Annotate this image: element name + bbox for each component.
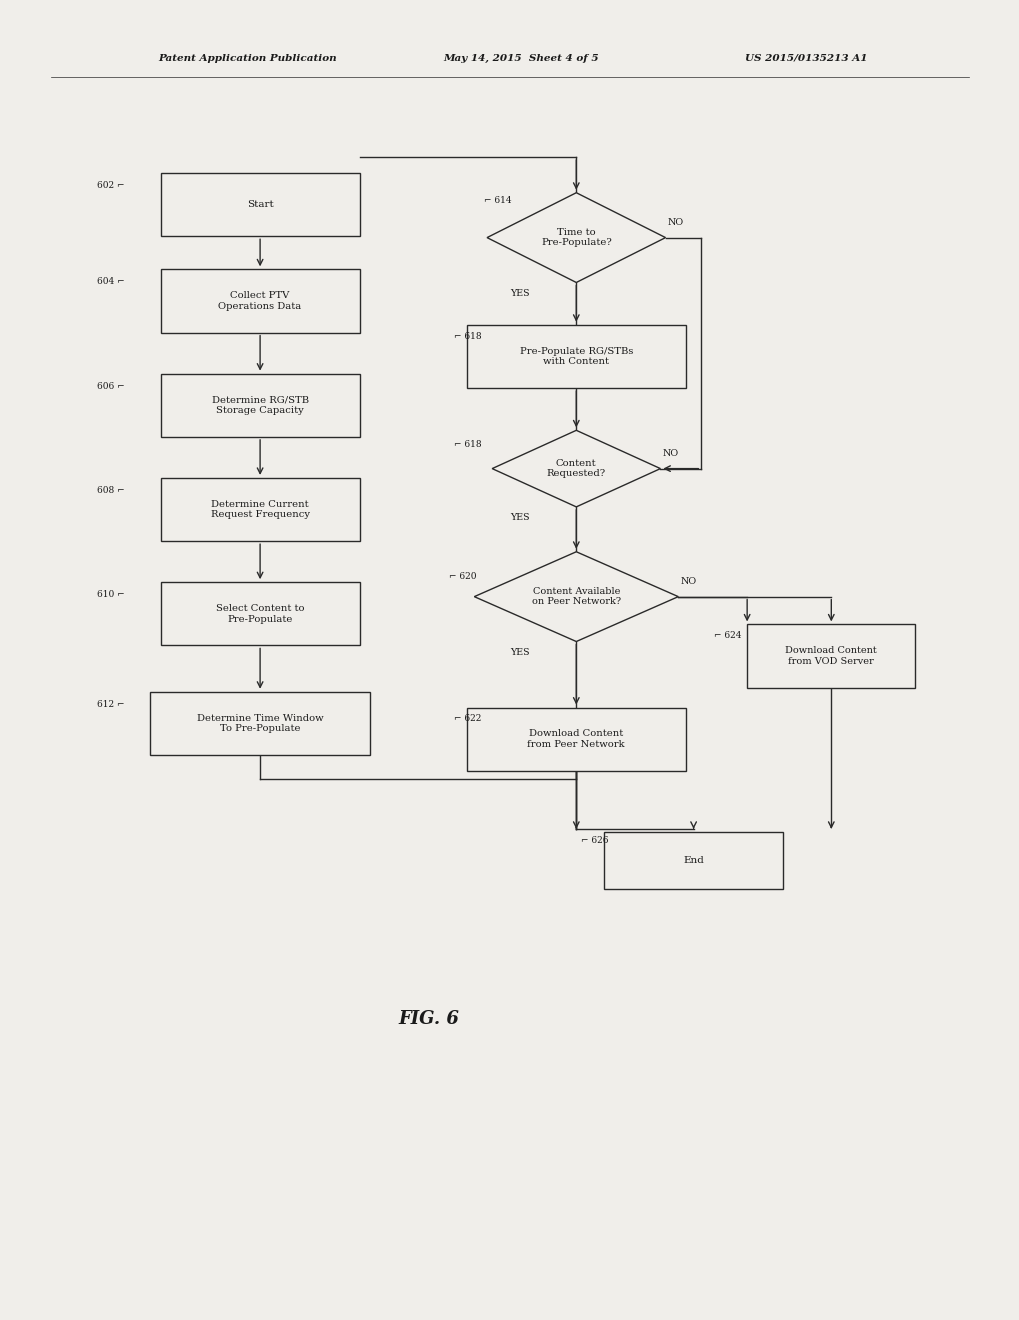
FancyBboxPatch shape — [467, 325, 686, 388]
Text: US 2015/0135213 A1: US 2015/0135213 A1 — [744, 54, 866, 63]
FancyBboxPatch shape — [161, 582, 360, 645]
Text: 606 ⌐: 606 ⌐ — [97, 381, 124, 391]
Text: ⌐ 626: ⌐ 626 — [581, 836, 608, 845]
Text: ⌐ 624: ⌐ 624 — [713, 631, 741, 640]
Text: Download Content
from VOD Server: Download Content from VOD Server — [785, 647, 876, 665]
Polygon shape — [486, 193, 664, 282]
Text: ⌐ 614: ⌐ 614 — [484, 195, 512, 205]
Text: YES: YES — [510, 289, 530, 298]
Text: ⌐ 622: ⌐ 622 — [453, 714, 481, 723]
Text: Determine Current
Request Frequency: Determine Current Request Frequency — [210, 500, 310, 519]
Polygon shape — [491, 430, 660, 507]
FancyBboxPatch shape — [161, 478, 360, 541]
Text: Determine RG/STB
Storage Capacity: Determine RG/STB Storage Capacity — [211, 396, 309, 414]
FancyBboxPatch shape — [161, 269, 360, 333]
FancyBboxPatch shape — [603, 833, 783, 890]
Text: ⌐ 618: ⌐ 618 — [453, 440, 481, 449]
Text: NO: NO — [667, 218, 683, 227]
Text: End: End — [683, 857, 703, 865]
FancyBboxPatch shape — [161, 173, 360, 236]
Text: YES: YES — [510, 648, 530, 657]
FancyBboxPatch shape — [161, 374, 360, 437]
Text: 610 ⌐: 610 ⌐ — [97, 590, 124, 599]
Text: Collect PTV
Operations Data: Collect PTV Operations Data — [218, 292, 302, 310]
Text: 612 ⌐: 612 ⌐ — [97, 700, 124, 709]
FancyBboxPatch shape — [746, 624, 915, 688]
Text: Content Available
on Peer Network?: Content Available on Peer Network? — [531, 587, 621, 606]
Text: Patent Application Publication: Patent Application Publication — [158, 54, 336, 63]
Text: YES: YES — [510, 513, 530, 523]
Text: Time to
Pre-Populate?: Time to Pre-Populate? — [540, 228, 611, 247]
Text: 602 ⌐: 602 ⌐ — [97, 181, 124, 190]
Text: FIG. 6: FIG. 6 — [397, 1010, 459, 1028]
Text: Pre-Populate RG/STBs
with Content: Pre-Populate RG/STBs with Content — [519, 347, 633, 366]
Text: Download Content
from Peer Network: Download Content from Peer Network — [527, 730, 625, 748]
Text: 608 ⌐: 608 ⌐ — [97, 486, 124, 495]
Text: NO: NO — [662, 449, 678, 458]
Text: May 14, 2015  Sheet 4 of 5: May 14, 2015 Sheet 4 of 5 — [443, 54, 599, 63]
Text: 604 ⌐: 604 ⌐ — [97, 277, 124, 286]
Text: Start: Start — [247, 201, 273, 209]
FancyBboxPatch shape — [151, 692, 370, 755]
Text: Select Content to
Pre-Populate: Select Content to Pre-Populate — [216, 605, 304, 623]
Text: NO: NO — [680, 577, 696, 586]
Text: Determine Time Window
To Pre-Populate: Determine Time Window To Pre-Populate — [197, 714, 323, 733]
Polygon shape — [474, 552, 678, 642]
FancyBboxPatch shape — [467, 708, 686, 771]
Text: ⌐ 620: ⌐ 620 — [448, 572, 476, 581]
Text: Content
Requested?: Content Requested? — [546, 459, 605, 478]
Text: ⌐ 618: ⌐ 618 — [453, 331, 481, 341]
